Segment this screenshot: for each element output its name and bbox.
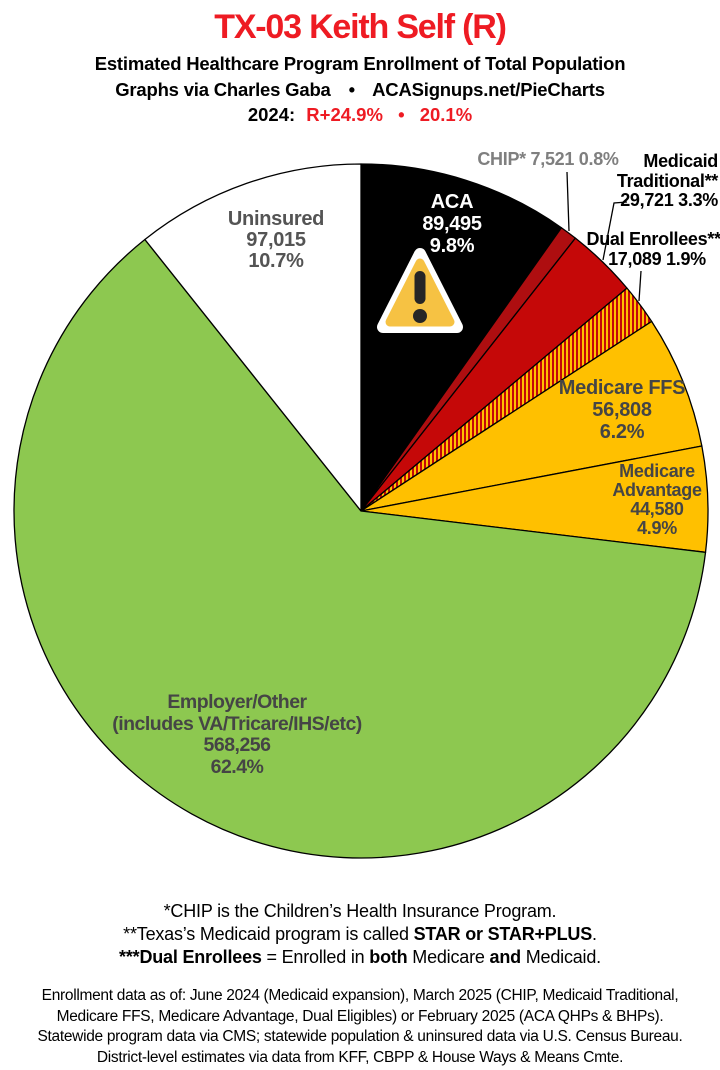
pie-slice-employer-other (13, 238, 707, 859)
label-employer-pct: 62.4% (210, 755, 264, 778)
attribution-line: Graphs via Charles Gaba • ACASignups.net… (0, 79, 720, 101)
label-adv-pct: 4.9% (637, 518, 677, 538)
footnote-segment: both (369, 947, 408, 967)
attribution-author: Graphs via Charles Gaba (115, 79, 331, 100)
footnote-dual: ***Dual Enrollees = Enrolled in both Med… (0, 946, 720, 969)
leader-lines (566, 171, 642, 302)
label-adv-value: 44,580 (630, 499, 684, 519)
label-aca-pct: 9.8% (429, 235, 475, 257)
separator-dot: • (348, 79, 355, 100)
label-aca: ACA 89,495 9.8% (422, 191, 482, 257)
dual-enrollees-leader-line (638, 270, 642, 302)
label-medicaid-name-1: Medicaid (643, 151, 718, 171)
footnote-segment: Medicaid. (520, 947, 601, 967)
pie-slices (13, 163, 709, 859)
label-employer-name-2: (includes VA/Tricare/IHS/etc) (112, 712, 362, 735)
footnote-segment: and (489, 947, 522, 967)
pie-chart (13, 163, 709, 859)
separator-dot-2: • (398, 104, 405, 125)
medicaid-leader-line (602, 201, 628, 261)
attribution-site: ACASignups.net/PieCharts (372, 79, 605, 100)
footnotes: *CHIP is the Children’s Health Insurance… (0, 900, 720, 969)
pie-slice-medicare-ffs (360, 320, 703, 512)
label-employer-value: 568,256 (203, 734, 271, 756)
label-dual-value-pct: 17,089 1.9% (608, 248, 706, 269)
warning-exclamation-bar (414, 271, 426, 304)
warning-icon (377, 248, 463, 333)
footnote-segment: STAR or STAR+PLUS (413, 924, 593, 944)
pie-slice-uninsured (144, 163, 362, 512)
footnote-segment: *CHIP is the Children’s Health Insurance… (163, 901, 557, 921)
footnote-segment: . (592, 924, 597, 944)
partisan-year-label: 2024: (247, 104, 296, 125)
label-medicare-advantage: Medicare Advantage 44,580 4.9% (612, 461, 702, 538)
label-adv-name-2: Advantage (612, 480, 702, 500)
chip-leader-line (566, 171, 570, 232)
source-note-line-2: Medicare FFS, Medicare Advantage, Dual E… (56, 1007, 664, 1025)
label-dual-name: Dual Enrollees*** (586, 229, 720, 249)
footnote-medicaid: **Texas’s Medicaid program is called STA… (0, 923, 720, 946)
label-chip-text: CHIP* 7,521 0.8% (477, 149, 619, 169)
source-note-line-3: Statewide program data via CMS; statewid… (37, 1028, 683, 1045)
label-employer-name-1: Employer/Other (167, 691, 307, 713)
label-medicaid-traditional: Medicaid Traditional** 29,721 3.3% (616, 151, 718, 211)
label-employer-other: Employer/Other (includes VA/Tricare/IHS/… (112, 691, 362, 778)
label-dual-enrollees: Dual Enrollees*** 17,089 1.9% (586, 229, 720, 269)
pie-chart-area: ACA 89,495 9.8% Uninsured 97,015 10.7% C… (0, 140, 720, 900)
label-uninsured-pct: 10.7% (248, 250, 304, 272)
label-uninsured-name: Uninsured (227, 208, 325, 230)
label-chip: CHIP* 7,521 0.8% (477, 149, 619, 169)
partisan-share-value: 20.1% (419, 104, 473, 125)
label-ffs-value: 56,808 (592, 399, 652, 421)
label-aca-value: 89,495 (422, 213, 482, 235)
pie-slice-aca (360, 163, 563, 512)
footnote-segment: ***Dual Enrollees (119, 947, 262, 967)
label-medicaid-name-2: Traditional** (616, 170, 718, 191)
footnote-chip: *CHIP is the Children’s Health Insurance… (0, 900, 720, 923)
footnote-segment: **Texas’s Medicaid program is called (123, 924, 414, 944)
label-ffs-name: Medicare FFS (558, 377, 686, 399)
source-note-line-4: District-level estimates via data from K… (96, 1048, 624, 1066)
source-note: Enrollment data as of: June 2024 (Medica… (0, 986, 720, 1068)
footnote-segment: Medicare (407, 947, 490, 967)
subtitle: Estimated Healthcare Program Enrollment … (94, 53, 626, 74)
partisan-line: 2024: R+24.9% • 20.1% (0, 104, 720, 126)
label-aca-name: ACA (430, 191, 474, 213)
label-adv-name-1: Medicare (619, 461, 695, 481)
label-uninsured: Uninsured 97,015 10.7% (227, 208, 325, 272)
page-title: TX-03 Keith Self (R) (214, 8, 507, 46)
label-uninsured-value: 97,015 (246, 229, 306, 251)
source-note-line-1: Enrollment data as of: June 2024 (Medica… (41, 987, 679, 1004)
label-medicaid-value-pct: 29,721 3.3% (620, 190, 718, 210)
label-medicare-ffs: Medicare FFS 56,808 6.2% (558, 377, 686, 443)
footnote-segment: = Enrolled in (261, 947, 370, 967)
label-ffs-pct: 6.2% (599, 421, 645, 443)
partisan-lean-value: R+24.9% (306, 104, 383, 125)
warning-exclamation-dot (413, 309, 427, 323)
